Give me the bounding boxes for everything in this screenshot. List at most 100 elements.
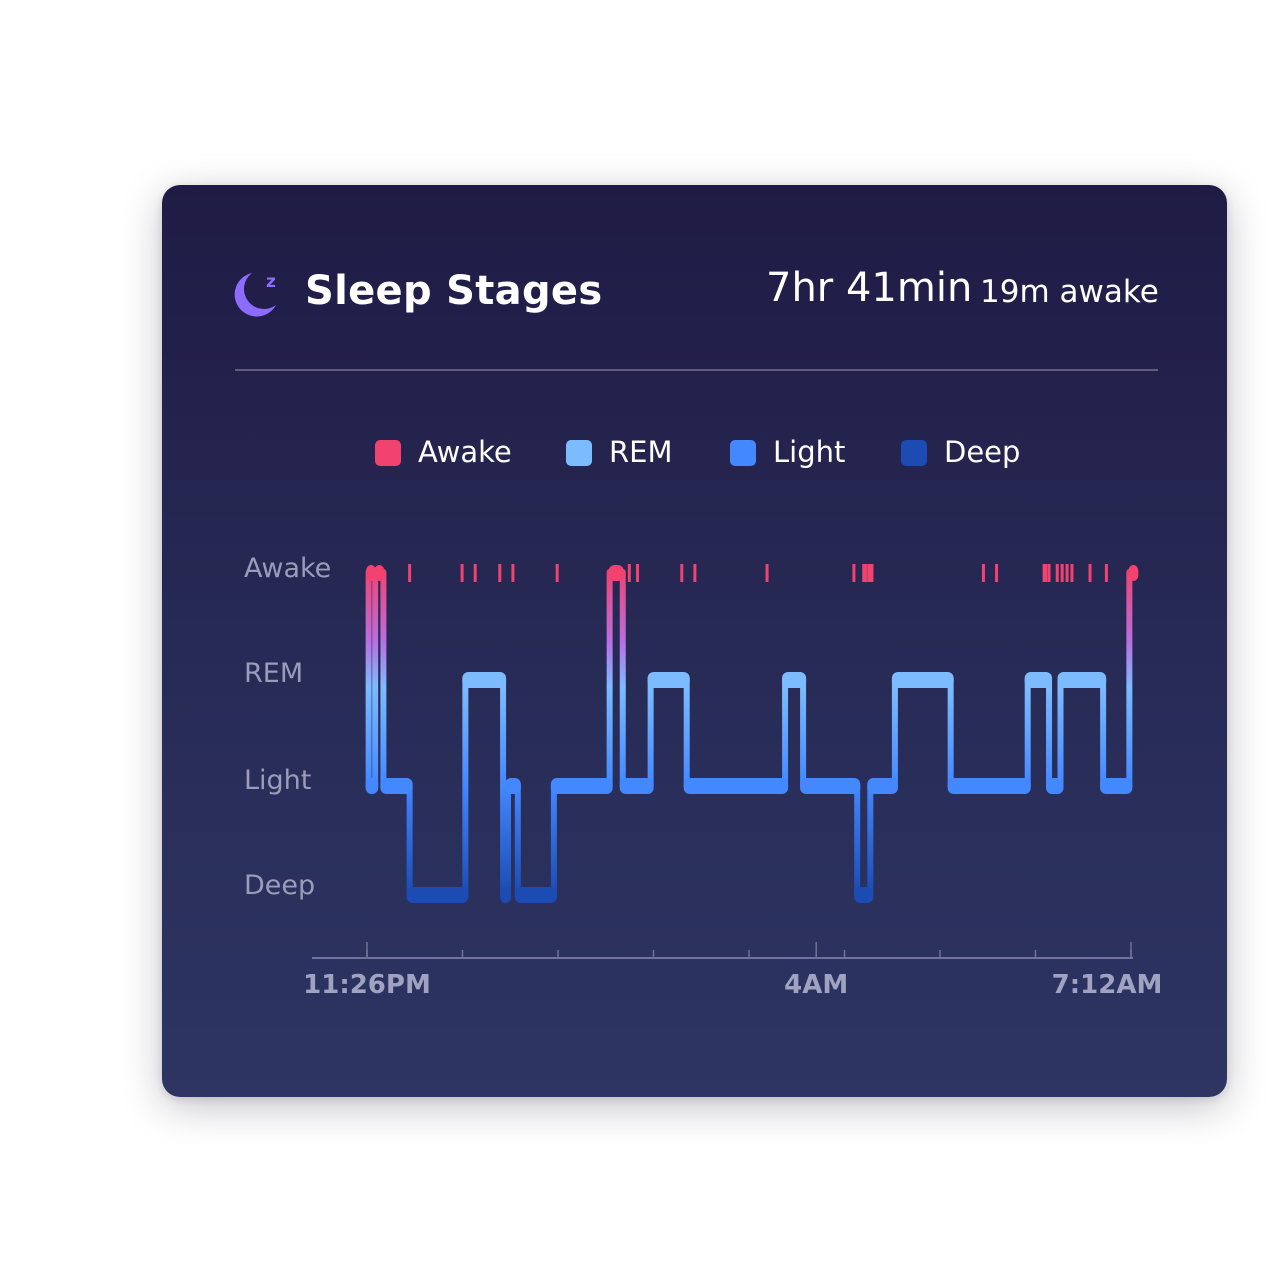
awake-mark [868,564,872,582]
legend-label-awake: Awake [418,435,512,469]
stage-segment-awake [366,565,376,581]
awake-mark [636,564,640,582]
awake-mark [1047,564,1051,582]
stage-transition [619,569,626,790]
stage-label-awake: Awake [244,553,331,584]
awake-mark [627,564,631,582]
awake-mark [862,564,866,582]
stage-segment-light [365,778,379,794]
stage-segment-rem [462,672,507,688]
awake-mark [1104,564,1108,582]
x-tick-label: 7:12AM [1052,970,1163,1000]
stage-segment-deep [406,887,469,903]
stage-transition [647,676,654,790]
stage-transition [514,782,521,899]
awake-mark [498,564,502,582]
legend-swatch-rem [566,440,592,466]
stage-segment-deep [854,887,874,903]
awake-mark [1070,564,1074,582]
sleep-stage-chart: Awake REM Light Deep 11:26PM 4AM 7:12AM [244,553,1163,1000]
stage-transition [782,676,789,790]
stage-label-rem: REM [244,658,303,689]
stage-segment-light [550,778,613,794]
header-divider [235,369,1158,371]
stage-transition [1126,569,1133,790]
svg-text:z: z [266,272,276,292]
stage-segment-light [1046,778,1064,794]
awake-mark [1042,564,1046,582]
stage-segment-awake [608,565,624,581]
stage-segment-light [1100,778,1133,794]
stage-segment-deep [500,887,511,903]
stage-segment-awake [374,565,385,581]
stage-segment-deep [514,887,557,903]
awake-mark [863,564,867,582]
stage-transition [1024,676,1031,790]
awake-mark [1055,564,1059,582]
x-tick-label: 11:26PM [303,970,431,1000]
stage-transition [1100,676,1107,790]
awake-mark [995,564,999,582]
x-tick-label: 4AM [784,970,848,1000]
stage-label-light: Light [244,765,311,796]
stage-transition [500,676,507,899]
awake-mark [460,564,464,582]
awake-mark [981,564,985,582]
stage-transition [683,676,690,790]
sleep-duration: 7hr 41min [766,265,973,311]
stage-segment-rem [1024,672,1053,688]
page-title: Sleep Stages [305,268,603,314]
stage-label-deep: Deep [244,870,315,901]
stage-transition [891,676,898,790]
awake-mark [511,564,515,582]
stage-segment-light [683,778,789,794]
awake-mark [1088,564,1092,582]
stage-segment-rem [782,672,807,688]
stage-transition [1057,676,1064,790]
stage-transition [550,782,557,899]
awake-mark [408,564,412,582]
awake-mark [555,564,559,582]
stage-segment-light [380,778,413,794]
awake-mark [693,564,697,582]
stage-transition [372,569,379,790]
awake-mark [867,564,871,582]
stage-segment-awake [1128,565,1139,581]
stage-transition [947,676,954,790]
legend-label-rem: REM [609,435,673,469]
stage-transition [406,782,413,899]
stage-transition [462,676,469,899]
stage-transition [800,676,807,790]
awake-mark [765,564,769,582]
awake-summary: 19m awake [980,274,1159,310]
awake-mark [1060,564,1064,582]
awake-mark [680,564,684,582]
awake-mark [852,564,856,582]
awake-mark [1065,564,1069,582]
stage-segment-light [867,778,898,794]
legend-swatch-light [730,440,756,466]
legend-label-deep: Deep [944,435,1021,469]
stage-transition [606,569,613,790]
awake-mark [473,564,477,582]
stage-transition [504,782,511,899]
sleep-stages-card: z Sleep Stages 7hr 41min 19m awake Awake… [162,185,1227,1097]
stage-segment-light [947,778,1031,794]
stage-segment-light [504,778,521,794]
stage-segment-rem [891,672,954,688]
legend-label-light: Light [773,435,846,469]
stage-segment-light [619,778,654,794]
stage-transition [365,569,372,790]
legend-swatch-awake [375,440,401,466]
stage-segment-rem [1057,672,1107,688]
stage-transition [1046,676,1053,790]
legend-swatch-deep [901,440,927,466]
stage-transition [867,782,874,899]
stage-segment-rem [647,672,690,688]
stage-transition [380,569,387,790]
stage-segment-light [800,778,861,794]
awake-mark [870,564,874,582]
moon-zz-icon: z [234,272,276,317]
awake-mark [1044,564,1048,582]
stage-transition [854,782,861,899]
